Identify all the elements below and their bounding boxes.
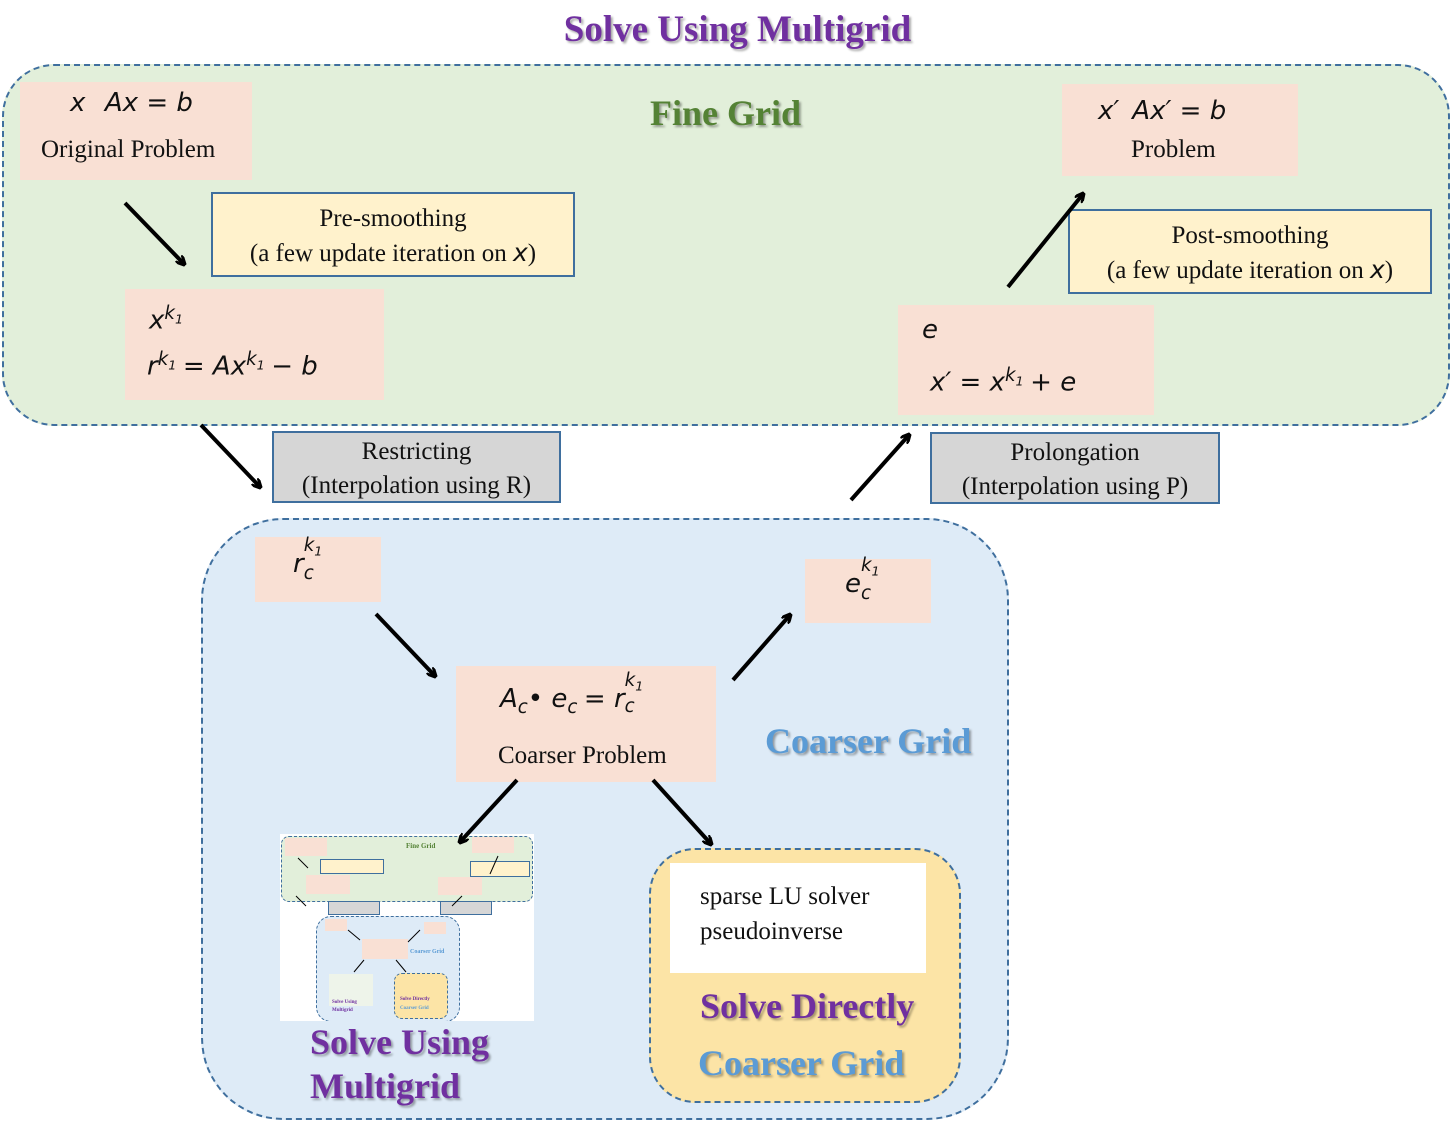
coarse-problem-box: Ac• ec = r k1 c Coarser Problem [456,666,716,782]
solution-equation: x′ Ax′ = b [1098,96,1227,126]
residual-box: xk1 rk1 = Axk1 − b [125,289,384,400]
direct-coarse-grid-label: Coarser Grid [698,1043,905,1083]
arrow-postsmooth [1006,194,1083,289]
arrow-prolong [849,435,909,502]
coarse-residual: r k1 c [293,535,323,584]
update-box: e x′ = xk1 + e [898,305,1154,415]
coarse-grid-label: Coarser Grid [765,721,972,761]
restricting-box: Restricting (Interpolation using R) [272,431,561,503]
correction-e: e [922,315,938,345]
restricting-title: Restricting [361,438,472,465]
solve-multigrid-label: Solve Using Multigrid [310,1020,489,1108]
solve-directly-label: Solve Directly [700,986,915,1026]
coarse-error-box: e k1 c [805,555,931,623]
arrow-presmooth [123,201,184,264]
arrow-to-recursive [460,778,519,842]
coarse-equation: Ac• ec = r k1 c [500,670,644,719]
postsmoothing-title: Post-smoothing [1171,222,1329,249]
arrow-to-direct [651,778,711,844]
method-sparse-lu: sparse LU solver [700,883,870,910]
iterate-xk1: xk1 [149,303,184,336]
arrow-to-coarse-problem [374,612,435,676]
presmoothing-title: Pre-smoothing [319,205,467,232]
presmoothing-detail: (a few update iteration on x) [249,238,537,267]
coarse-problem-label: Coarser Problem [498,742,667,769]
coarse-error: e k1 c [845,555,880,604]
diagram-title: Solve Using Multigrid [563,9,912,50]
solution-problem-label: Problem [1131,136,1216,163]
fine-grid-label: Fine Grid [650,93,801,133]
residual-equation: rk1 = Axk1 − b [147,349,318,382]
restricting-detail: (Interpolation using R) [301,472,532,499]
method-pseudoinverse: pseudoinverse [700,918,844,945]
original-equation: x Ax = b [70,88,193,118]
update-equation: x′ = xk1 + e [930,365,1077,398]
presmoothing-box: Pre-smoothing (a few update iteration on… [211,192,575,277]
original-problem-box: x Ax = b Original Problem [20,82,252,180]
postsmoothing-detail: (a few update iteration on x) [1106,255,1394,284]
solve-multigrid-line2: Multigrid [310,1066,460,1106]
thumbnail-arrows [295,855,499,973]
prolongation-title: Prolongation [1010,439,1140,466]
original-problem-label: Original Problem [41,136,216,163]
prolongation-detail: (Interpolation using P) [961,473,1189,500]
arrow-restrict [199,423,260,487]
coarse-residual-box: r k1 c [255,535,381,602]
solve-multigrid-line1: Solve Using [310,1022,490,1062]
arrow-to-coarse-error [731,615,790,682]
solution-problem-box: x′ Ax′ = b Problem [1062,84,1298,176]
direct-methods-box: sparse LU solver pseudoinverse [670,863,926,973]
prolongation-box: Prolongation (Interpolation using P) [930,432,1220,504]
recursive-thumbnail: Fine Grid Coarser Grid Solve Using Multi… [280,834,534,1021]
postsmoothing-box: Post-smoothing (a few update iteration o… [1068,209,1432,294]
